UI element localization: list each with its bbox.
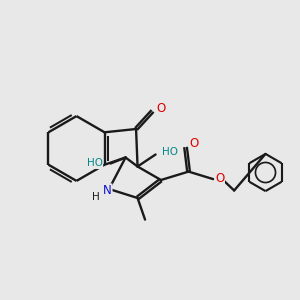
Text: HO: HO <box>87 158 103 169</box>
Text: O: O <box>189 137 199 150</box>
Text: H: H <box>92 192 99 203</box>
Text: HO: HO <box>162 147 178 157</box>
Text: O: O <box>215 172 224 185</box>
Text: N: N <box>103 184 112 197</box>
Text: O: O <box>156 101 166 115</box>
